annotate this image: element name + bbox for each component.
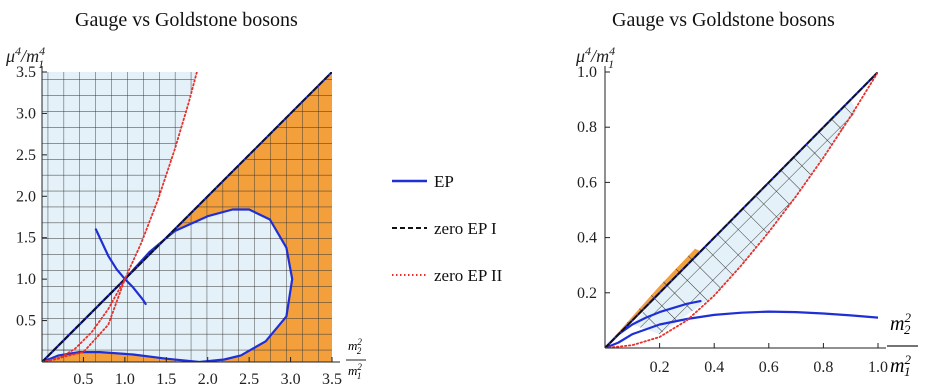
right-ytick-label-1: 0.4 [577,230,597,247]
legend-label-0: EP [434,172,454,191]
left-xtick-label-4: 2.5 [239,371,259,388]
right-xtick-label-1: 0.4 [704,359,724,376]
right-curves [605,72,878,348]
left-zero-ep-ii-curve-1 [42,278,126,362]
right-chart-title: Gauge vs Goldstone bosons [612,9,835,31]
right-xtick-label-4: 1.0 [868,359,888,376]
right-regions [610,99,857,342]
right-ytick-label-4: 1.0 [577,64,597,81]
right-hatch-0 [632,99,857,335]
left-xtick-label-3: 2.0 [198,371,218,388]
left-hatch-0 [42,72,197,362]
right-xtick-label-3: 0.8 [813,359,833,376]
left-ytick-label-5: 3.0 [16,105,36,122]
svg-text:m21: m2 1 [890,352,911,379]
left-xtick-label-5: 3.0 [281,371,301,388]
right-axes: 0.2 0.4 0.6 0.8 1.0 0.2 0.4 0.6 0.8 1.0 [577,64,888,376]
left-ytick-label-0: 0.5 [16,313,36,330]
left-ytick-label-1: 1.0 [16,271,36,288]
right-ytick-label-3: 0.8 [577,119,597,136]
left-ytick-label-3: 2.0 [16,188,36,205]
left-ytick-label-6: 3.5 [16,64,36,81]
left-xtick-label-2: 1.5 [156,371,176,388]
left-zero-ep-i-curve-0 [42,72,332,362]
right-ep-curve-1 [605,310,878,348]
left-xlabel: m2 2 m2 1 [346,337,366,381]
left-curves [42,72,332,362]
right-zero-ep-ii-curve-0 [605,72,878,348]
svg-text:m21: m2 1 [348,362,362,381]
svg-text:m22: m2 2 [348,337,362,356]
legend: EP zero EP I zero EP II [392,172,503,285]
right-xtick-label-0: 0.2 [650,359,670,376]
right-xtick-label-2: 0.6 [759,359,779,376]
left-axes: 0.5 1.0 1.5 2.0 2.5 3.0 3.5 0.5 1.0 1.5 2.0 2.5 3.0 3… [16,64,342,388]
right-xlabel: m2 2 m2 1 [887,310,918,379]
svg-text:m22: m2 2 [890,310,911,337]
left-chart-title: Gauge vs Goldstone bosons [75,9,298,31]
left-xtick-label-6: 3.5 [322,371,342,388]
left-xtick-label-1: 1.0 [115,371,135,388]
right-hatch-1 [610,248,701,342]
left-xtick-label-0: 0.5 [73,371,93,388]
left-hatch-3 [42,352,200,362]
right-ytick-label-0: 0.2 [577,285,597,302]
right-ytick-label-2: 0.6 [577,174,597,191]
right-zero-ep-i-curve-0 [605,72,878,348]
legend-label-1: zero EP I [434,219,497,238]
legend-label-2: zero EP II [434,266,503,285]
left-panel: Gauge vs Goldstone bosons μ4/m4 1 0.5 1.0 1… [5,9,366,388]
left-ytick-label-4: 2.5 [16,147,36,164]
left-ep-curve-0 [42,208,294,362]
left-ytick-label-2: 1.5 [16,230,36,247]
right-panel: Gauge vs Goldstone bosons μ4/m4 1 0.2 0.4 0… [575,9,918,379]
left-hatch-1 [46,209,293,362]
